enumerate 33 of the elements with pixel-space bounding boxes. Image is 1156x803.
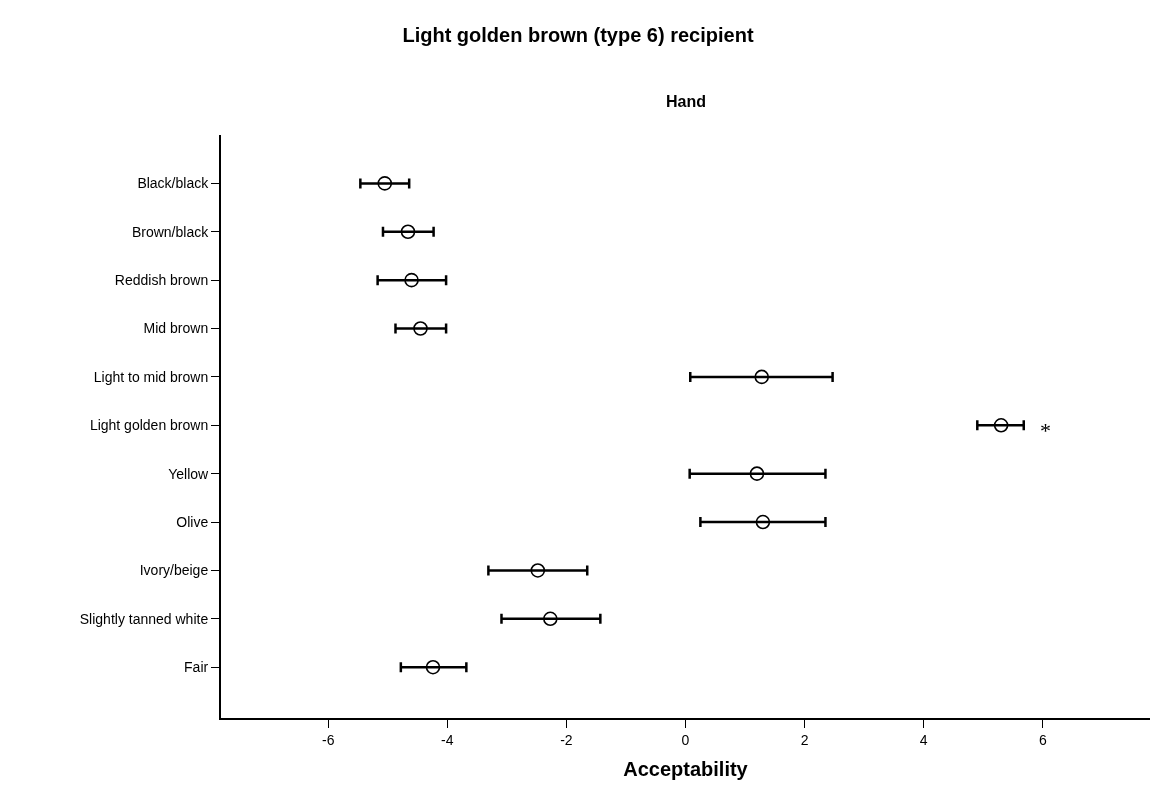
x-tick-label: 2 — [800, 731, 809, 748]
x-tick-label: 4 — [919, 731, 928, 748]
x-tick-label: 0 — [681, 731, 690, 748]
x-tick-label: -4 — [441, 731, 454, 748]
y-tick-label: Yellow — [168, 465, 210, 482]
point — [755, 514, 771, 530]
point — [754, 369, 770, 385]
y-tick-label: Ivory/beige — [139, 562, 209, 579]
y-tick-label: Mid brown — [143, 320, 209, 337]
y-tick-label: Fair — [184, 659, 209, 676]
y-tick-label: Light golden brown — [89, 417, 209, 434]
annotation: * — [1040, 418, 1051, 443]
x-axis-title: Acceptability — [623, 757, 749, 780]
y-tick-label: Olive — [176, 513, 209, 530]
y-tick-label: Reddish brown — [114, 272, 209, 289]
y-tick-label: Light to mid brown — [93, 368, 209, 385]
chart-title: Light golden brown (type 6) recipient — [402, 24, 754, 47]
point — [993, 417, 1009, 433]
point — [404, 272, 419, 288]
y-tick-label: Black/black — [137, 175, 210, 192]
chart-subtitle: Hand — [666, 93, 706, 110]
point — [400, 224, 416, 240]
y-tick-label: Brown/black — [131, 223, 210, 240]
x-tick-label: -6 — [321, 731, 335, 748]
point — [530, 563, 546, 578]
x-tick-label: 6 — [1038, 731, 1047, 748]
point — [749, 466, 765, 481]
point — [543, 611, 558, 627]
point — [377, 176, 393, 191]
y-tick-label: Slightly tanned white — [79, 610, 209, 627]
point — [425, 659, 441, 675]
x-tick-label: -2 — [560, 731, 573, 748]
point — [413, 321, 428, 336]
